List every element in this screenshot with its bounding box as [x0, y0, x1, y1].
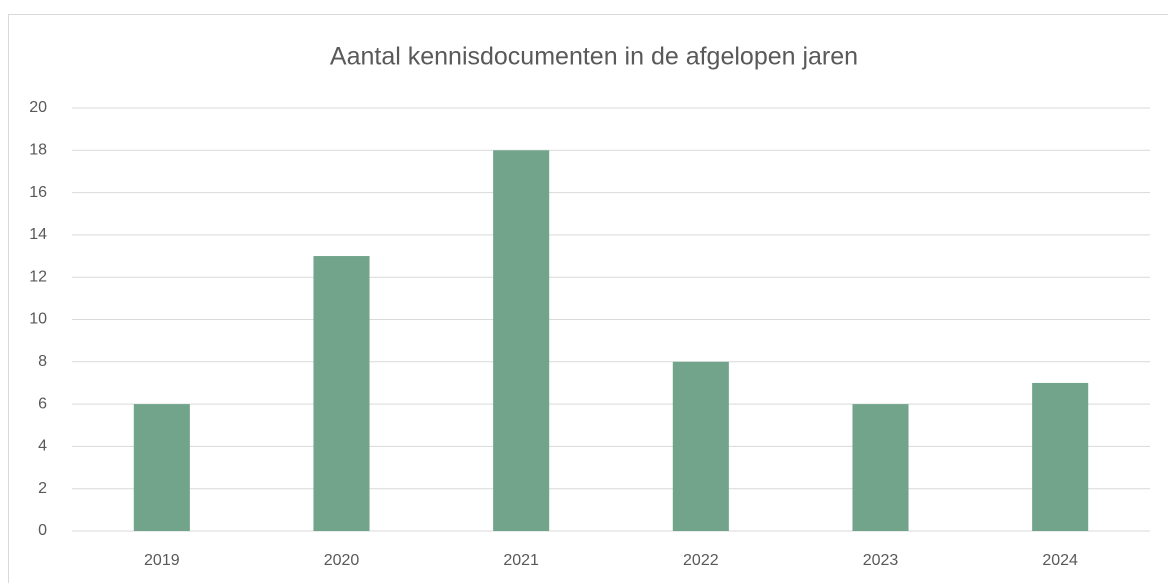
- y-tick-label: 8: [38, 353, 47, 370]
- y-tick-label: 2: [38, 480, 47, 497]
- bar: [493, 150, 550, 532]
- y-tick-label: 4: [38, 438, 47, 455]
- bar: [852, 404, 909, 531]
- y-tick-label: 14: [29, 226, 47, 243]
- x-tick-label: 2022: [683, 552, 719, 569]
- bar: [133, 404, 190, 531]
- x-tick-label: 2023: [863, 552, 899, 569]
- bar: [672, 361, 729, 531]
- y-tick-label: 20: [29, 99, 47, 116]
- y-tick-label: 6: [38, 395, 47, 412]
- x-tick-label: 2021: [503, 552, 539, 569]
- x-tick-label: 2024: [1042, 552, 1078, 569]
- bar: [313, 256, 370, 531]
- y-tick-label: 18: [29, 142, 47, 159]
- chart-title: Aantal kennisdocumenten in de afgelopen …: [330, 43, 858, 71]
- y-tick-label: 0: [38, 522, 47, 539]
- y-tick-label: 10: [29, 311, 47, 328]
- x-tick-label: 2020: [324, 552, 360, 569]
- y-tick-label: 12: [29, 268, 47, 285]
- x-tick-label: 2019: [144, 552, 180, 569]
- y-tick-label: 16: [29, 184, 47, 201]
- bar: [1032, 382, 1089, 531]
